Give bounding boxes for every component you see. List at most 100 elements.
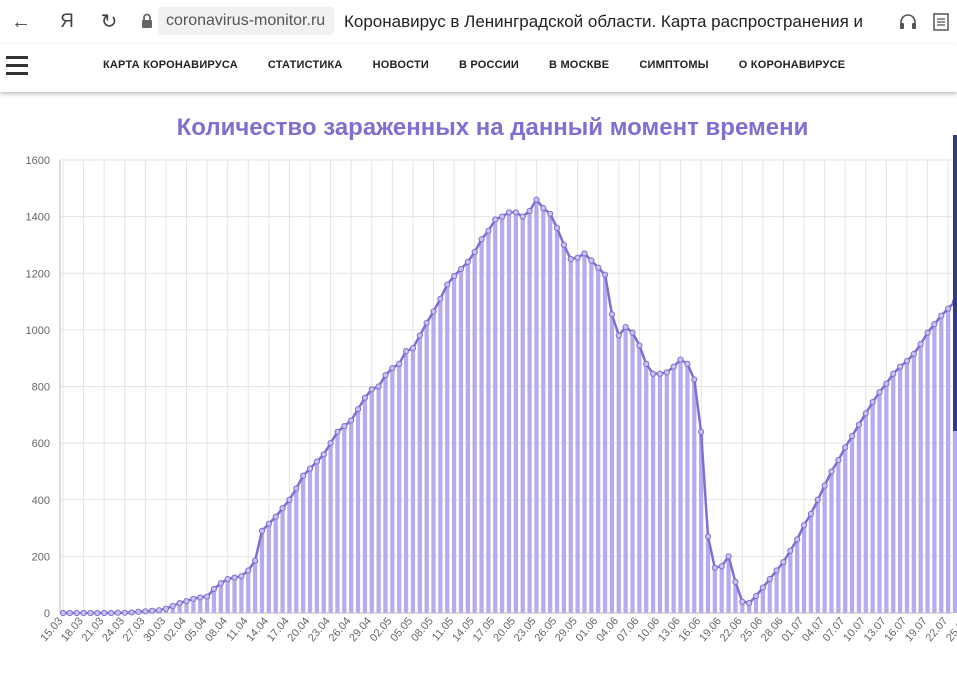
data-point <box>649 370 657 377</box>
data-point <box>121 609 128 616</box>
nav-link-map[interactable]: КАРТА КОРОНАВИРУСА <box>103 59 238 71</box>
data-point <box>828 468 835 475</box>
bar <box>808 513 814 613</box>
bar <box>582 253 587 613</box>
bar <box>493 219 498 614</box>
bar <box>328 443 333 613</box>
data-point <box>80 609 87 617</box>
bar <box>458 269 464 613</box>
data-point <box>183 598 190 605</box>
y-tick-label: 400 <box>32 495 50 507</box>
nav-link-statistics[interactable]: СТАТИСТИКА <box>267 59 343 71</box>
data-point <box>361 394 369 401</box>
bar <box>424 322 429 613</box>
nav-link-about[interactable]: О КОРОНАВИРУСЕ <box>738 59 846 71</box>
bar <box>390 368 395 613</box>
bar <box>184 601 189 613</box>
yandex-logo-icon[interactable]: Я <box>60 11 74 32</box>
y-tick-label: 1600 <box>26 155 50 167</box>
data-point <box>478 236 485 243</box>
data-point <box>272 513 279 520</box>
bar <box>472 252 477 613</box>
x-tick-label: 27.03 <box>121 615 148 644</box>
data-point <box>471 248 478 256</box>
bar <box>383 375 388 613</box>
data-point <box>114 609 121 616</box>
x-tick-label: 18.03 <box>59 615 86 644</box>
bar <box>520 216 525 613</box>
data-point <box>286 496 293 503</box>
data-point <box>279 505 286 512</box>
bar <box>541 208 546 613</box>
data-point <box>354 406 362 413</box>
data-point <box>629 329 636 336</box>
bar <box>719 566 724 613</box>
bar <box>486 230 491 613</box>
x-tick-label: 19.07 <box>903 615 930 644</box>
y-tick-label: 1200 <box>26 268 50 280</box>
bar <box>952 301 957 613</box>
bar <box>877 392 882 613</box>
bar <box>403 351 409 613</box>
bar <box>664 372 669 613</box>
bar <box>685 363 690 613</box>
data-point <box>855 421 863 428</box>
bar <box>849 436 855 613</box>
data-point <box>910 350 917 358</box>
bar <box>198 597 203 613</box>
nav-link-moscow[interactable]: В МОСКВЕ <box>549 59 610 71</box>
x-tick-label: 22.06 <box>718 615 745 644</box>
x-tick-label: 01.07 <box>779 615 806 644</box>
back-arrow-icon[interactable]: ← <box>11 11 31 33</box>
x-tick-label: 14.04 <box>244 615 271 644</box>
bar <box>747 603 752 613</box>
address-domain[interactable]: coronavirus-monitor.ru <box>166 12 326 29</box>
bar <box>287 499 292 613</box>
bar <box>712 567 717 613</box>
bar <box>548 213 553 613</box>
data-point <box>176 599 183 607</box>
bar <box>884 383 889 613</box>
data-point <box>382 372 389 379</box>
reload-icon[interactable]: ↻ <box>100 11 118 33</box>
nav-link-symptoms[interactable]: СИМПТОМЫ <box>639 59 709 71</box>
data-point <box>327 440 334 447</box>
headphones-icon[interactable] <box>899 14 917 30</box>
data-point <box>636 342 643 349</box>
data-point <box>300 472 307 479</box>
x-tick-label: 30.03 <box>141 615 168 644</box>
bar <box>280 508 285 613</box>
nav-link-news[interactable]: НОВОСТИ <box>372 59 429 71</box>
data-point <box>924 329 931 336</box>
data-point <box>73 609 80 617</box>
site-navbar: КАРТА КОРОНАВИРУСА СТАТИСТИКА НОВОСТИ В … <box>0 44 957 92</box>
data-point <box>540 205 547 212</box>
bar <box>843 447 848 613</box>
x-tick-label: 04.06 <box>594 615 621 644</box>
data-point <box>444 281 451 288</box>
data-point <box>512 209 519 216</box>
data-point <box>375 383 382 390</box>
y-tick-label: 600 <box>32 438 50 450</box>
menu-icon[interactable] <box>6 56 28 76</box>
data-point <box>87 609 94 617</box>
data-point <box>601 271 609 278</box>
x-tick-label: 20.04 <box>285 615 312 644</box>
x-tick-label: 17.05 <box>471 615 498 644</box>
data-point <box>252 557 259 564</box>
data-point <box>135 608 142 615</box>
data-point <box>615 332 622 339</box>
address-bar[interactable] <box>158 7 334 35</box>
x-tick-label: 25.06 <box>738 615 765 644</box>
nav-link-russia[interactable]: В РОССИИ <box>458 59 520 71</box>
bar <box>506 212 512 614</box>
nav-links: КАРТА КОРОНАВИРУСА СТАТИСТИКА НОВОСТИ В … <box>103 59 875 71</box>
reader-mode-icon[interactable] <box>933 13 949 31</box>
bar <box>301 475 306 613</box>
bar <box>307 468 313 613</box>
x-tick-label: 01.06 <box>574 615 601 644</box>
bar <box>692 379 697 613</box>
data-point <box>800 522 808 529</box>
data-point <box>588 257 595 264</box>
data-point <box>670 363 677 370</box>
